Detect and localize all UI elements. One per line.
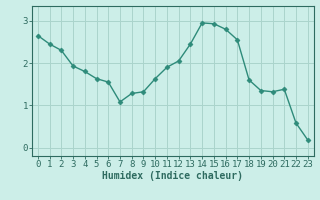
X-axis label: Humidex (Indice chaleur): Humidex (Indice chaleur) (102, 171, 243, 181)
